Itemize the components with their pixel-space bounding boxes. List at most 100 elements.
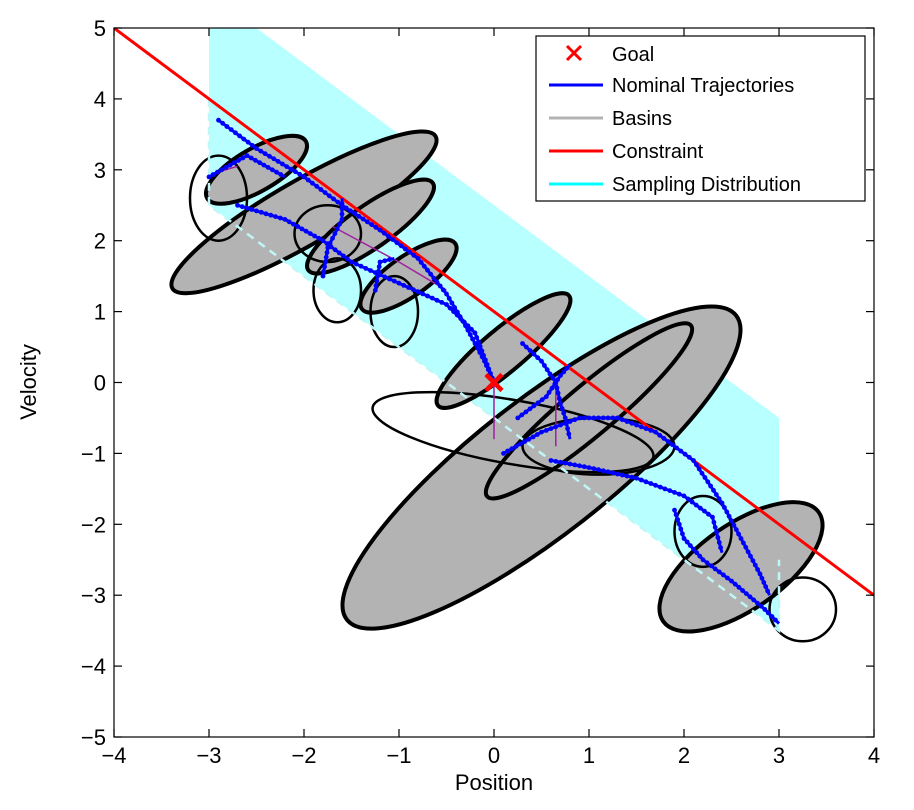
x-tick-label: −3 [196,743,221,768]
trajectory-point [534,432,540,437]
trajectory-point [345,256,350,262]
trajectory-point [522,439,527,444]
trajectory-point [740,588,745,593]
trajectory-point [653,429,658,435]
y-tick-label: −2 [81,512,106,537]
trajectory-point [262,151,268,157]
trajectory-point [267,153,272,159]
trajectory-point [682,451,688,457]
trajectory-point [714,530,719,535]
trajectory-point [249,207,255,212]
basin-5 [434,291,573,410]
trajectory-point [548,426,554,431]
trajectory-point [716,540,722,545]
trajectory-point [550,375,556,381]
trajectory-point [619,472,625,478]
trajectory-point [458,316,464,322]
trajectory-point [638,424,644,430]
trajectory-point [360,216,366,222]
trajectory-point [761,580,767,585]
trajectory-point [467,332,473,337]
trajectory-point [431,275,437,281]
trajectory-point [773,617,778,623]
trajectory-9 [515,363,572,421]
trajectory-point [732,581,738,587]
trajectory-point [394,240,400,246]
trajectory-point [316,235,322,241]
trajectory-point [249,143,255,148]
goal-marker-stroke [484,372,504,393]
trajectory-point [542,363,547,368]
trajectory-point [398,243,404,249]
trajectory-point [454,312,460,318]
trajectory-point [716,569,722,575]
legend-entry-goal: Goal [565,44,654,66]
trajectory-point [386,234,391,239]
trajectory-point [452,305,457,310]
trajectory-point [719,500,725,506]
trajectory-point [681,536,687,541]
trajectory-point [586,465,592,470]
trajectory-8 [672,507,781,625]
trajectory-point [755,567,760,572]
basin-outline-4 [371,390,655,474]
trajectory-point [465,323,471,329]
connector-3 [332,225,447,291]
trajectory-0 [216,117,496,384]
trajectory-point [263,211,269,217]
trajectory-point [223,165,229,170]
x-tick-label: 1 [583,743,595,768]
trajectory-point [373,224,379,230]
trajectory-point [539,358,544,364]
trajectory-point [519,412,525,418]
legend-entry-sampling-distribution: Sampling Distribution [549,174,801,196]
trajectory-point [206,174,212,180]
trajectory-point [348,208,353,214]
trajectory-point [619,417,625,423]
trajectory-point [368,268,373,273]
x-axis-label: Position [455,770,533,795]
y-axis-label: Velocity [16,344,41,420]
goal-layer [484,372,504,393]
trajectory-point [674,445,679,451]
trajectory-point [320,273,326,279]
trajectory-point [337,221,342,227]
trajectory-point [470,336,475,342]
trajectory-point [406,285,411,290]
trajectory-point [278,172,284,177]
trajectory-point [748,553,753,559]
trajectory-point [326,193,332,199]
trajectory-point [547,371,553,377]
trajectory-point [410,287,416,292]
trajectory-point [444,291,449,297]
trajectory-point [648,481,654,486]
trajectory-point [451,309,456,314]
trajectory-point [681,493,687,499]
trajectory-3 [320,198,345,279]
trajectory-point [352,211,358,216]
trajectory-point [376,264,382,270]
trajectory-point [689,499,695,505]
trajectory-point [657,484,663,490]
trajectory-point [331,196,336,202]
y-tick-label: 2 [94,229,106,254]
trajectory-point [586,415,592,421]
trajectory-point [299,226,305,232]
trajectory-point [615,471,620,477]
legend-label-basins: Basins [612,108,672,130]
trajectory-point [322,190,328,196]
trajectory-point [520,341,525,346]
trajectory-point [307,231,313,237]
trajectory-point [219,167,225,173]
trajectory-point [629,474,635,480]
trajectory-point [697,553,703,559]
trajectory-point [721,572,726,578]
x-tick-label: −4 [101,743,126,768]
trajectory-point [562,415,568,421]
trajectory-point [581,464,587,470]
trajectory-point [363,266,369,271]
trajectory-point [678,526,684,532]
trajectory-point [706,511,711,517]
trajectory-point [216,117,221,123]
